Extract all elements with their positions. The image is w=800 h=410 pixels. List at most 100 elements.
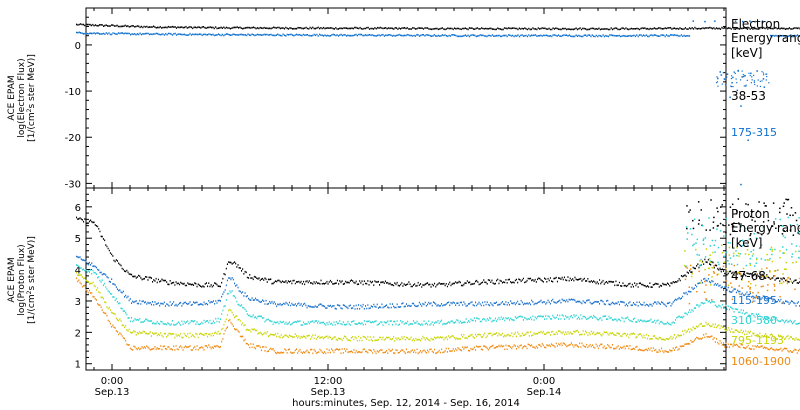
proton-burst-point	[771, 253, 773, 256]
xtick-date-label: Sep.13	[311, 387, 346, 398]
proton-burst-point	[711, 267, 713, 269]
electron-scatter-point	[763, 74, 765, 76]
electron-ylabel-line3-b: s ster MeV)]	[27, 54, 37, 108]
proton-burst-point	[795, 261, 797, 263]
electron-scatter-point	[714, 20, 716, 22]
proton-ytick-label: 5	[75, 234, 81, 245]
electron-scatter-point	[768, 82, 770, 84]
proton-burst-point	[788, 276, 790, 279]
proton-burst-point	[716, 228, 718, 230]
proton-burst-point	[792, 234, 795, 236]
proton-burst-point	[798, 250, 800, 253]
proton-burst-point	[709, 261, 712, 264]
proton-burst-point	[752, 279, 755, 281]
proton-ylabel-line1: ACE EPAM	[7, 257, 17, 302]
proton-burst-point	[692, 227, 695, 230]
proton-burst-point	[782, 281, 785, 283]
proton-burst-point	[798, 277, 800, 280]
proton-burst-point	[704, 280, 706, 283]
proton-burst-point	[785, 248, 788, 251]
proton-burst-point	[784, 236, 786, 239]
proton-burst-point	[705, 229, 707, 231]
proton-burst-point	[737, 222, 740, 224]
proton-burst-point	[696, 253, 698, 256]
electron-scatter-point	[734, 20, 737, 22]
proton-burst-point	[702, 239, 705, 242]
proton-burst-point	[696, 238, 699, 241]
proton-legend-item-3: 310-580	[731, 314, 777, 327]
proton-burst-point	[796, 223, 799, 226]
proton-burst-point	[752, 292, 754, 294]
electron-scatter-point	[730, 75, 733, 77]
proton-burst-point	[735, 212, 738, 215]
electron-scatter-point	[745, 85, 747, 87]
proton-burst-point	[782, 273, 784, 275]
proton-burst-point	[719, 206, 722, 208]
proton-burst-point	[763, 277, 765, 279]
proton-burst-point	[769, 271, 771, 273]
proton-burst-point	[712, 221, 715, 223]
xtick-time-label: 0:00	[101, 376, 123, 387]
proton-burst-point	[782, 246, 784, 248]
proton-burst-point	[704, 237, 707, 239]
proton-burst-point	[752, 249, 755, 251]
proton-burst-point	[758, 298, 761, 300]
electron-scatter-point	[765, 79, 767, 81]
proton-burst-point	[752, 297, 755, 300]
proton-burst-point	[733, 222, 735, 224]
electron-scatter-point	[750, 82, 752, 84]
xtick-date-label: Sep.14	[527, 387, 562, 398]
electron-scatter-point	[715, 82, 718, 84]
proton-burst-point	[760, 285, 763, 288]
proton-burst-point	[705, 248, 708, 250]
proton-burst-point	[709, 260, 712, 262]
proton-burst-point	[693, 243, 695, 245]
proton-burst-point	[783, 252, 786, 254]
proton-burst-point	[719, 222, 722, 225]
x-axis: 0:00Sep.1312:00Sep.130:00Sep.14hours:min…	[93, 8, 725, 409]
electron-scatter-point	[717, 78, 719, 80]
proton-burst-point	[708, 258, 711, 260]
proton-burst-point	[765, 205, 767, 207]
proton-burst-point	[700, 264, 702, 267]
proton-burst-point	[797, 231, 799, 234]
proton-burst-point	[779, 207, 781, 210]
proton-burst-point	[758, 270, 761, 273]
proton-burst-point	[766, 267, 768, 269]
electron-ytick-label: -10	[65, 87, 81, 98]
electron-ylabel-line2: log(Electron Flux)	[17, 58, 27, 137]
proton-burst-point	[739, 229, 741, 232]
electron-scatter-point	[740, 183, 742, 186]
proton-burst-point	[739, 226, 742, 229]
proton-burst-point	[790, 207, 793, 209]
proton-burst-point	[731, 203, 734, 206]
proton-burst-point	[714, 239, 717, 242]
proton-burst-point	[798, 227, 800, 230]
proton-burst-point	[770, 277, 772, 280]
proton-burst-point	[686, 205, 688, 207]
proton-burst-point	[753, 265, 756, 267]
proton-burst-point	[756, 231, 759, 234]
proton-burst-point	[783, 268, 786, 270]
proton-burst-point	[751, 255, 754, 257]
proton-burst-point	[760, 258, 763, 260]
proton-burst-point	[713, 216, 715, 219]
proton-burst-point	[708, 217, 710, 219]
proton-burst-point	[713, 265, 715, 267]
proton-burst-point	[738, 271, 741, 274]
proton-burst-point	[700, 209, 703, 211]
proton-burst-point	[730, 263, 733, 265]
electron-ylabel-line3: [1/(cm2s ster MeV)]	[26, 54, 38, 142]
electron-scatter-point	[753, 80, 755, 82]
proton-burst-point	[748, 280, 750, 283]
electron-scatter-point	[753, 81, 755, 83]
proton-burst-point	[712, 251, 714, 254]
proton-burst-point	[697, 201, 700, 203]
proton-burst-point	[711, 276, 713, 278]
proton-burst-point	[773, 285, 776, 287]
proton-burst-point	[762, 227, 765, 229]
xtick-date-label: Sep.13	[95, 387, 130, 398]
proton-burst-point	[732, 274, 735, 276]
proton-burst-point	[745, 264, 748, 267]
proton-burst-point	[742, 240, 744, 243]
